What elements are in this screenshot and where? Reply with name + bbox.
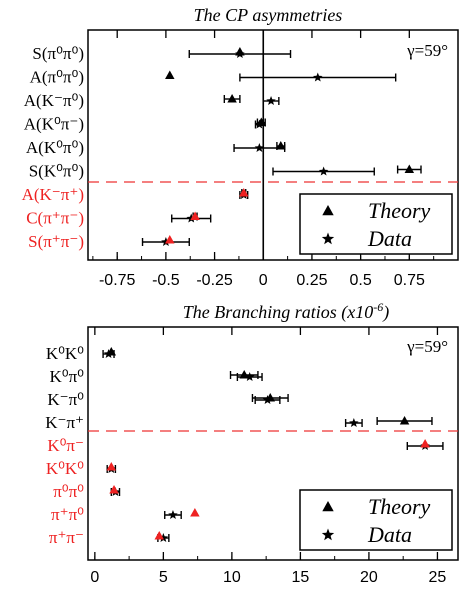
cp-asymmetries-panel: The CP asymmetries γ=59° S(π⁰π⁰) A(π⁰π⁰) A… (22, 5, 459, 289)
x-tick-label: 0 (90, 569, 99, 586)
br-title-end: ) (382, 302, 389, 323)
data-point-star (168, 510, 178, 520)
theory-point-triangle (154, 531, 165, 540)
category-label: K⁰π⁰ (50, 367, 85, 386)
x-tick-label: 20 (360, 569, 378, 586)
category-label: A(π⁰π⁰) (30, 68, 84, 87)
category-label: π⁰π⁰ (53, 482, 84, 501)
x-tick-label: 10 (223, 569, 241, 586)
branching-ratios-panel: The Branching ratios (x10-6) γ=59° K⁰K⁰K… (45, 300, 459, 586)
category-label: K⁻π⁰ (47, 390, 84, 409)
br-gamma-annotation: γ=59° (406, 337, 448, 356)
legend-theory-label: Theory (368, 494, 431, 519)
x-tick-label: -0.75 (99, 272, 136, 289)
category-label: K⁰K⁰ (46, 459, 84, 478)
theory-point-triangle (165, 235, 175, 244)
data-point-star (349, 418, 359, 428)
legend-star-shape (321, 232, 335, 245)
legend-data-marker (321, 232, 335, 245)
theory-point-triangle (404, 164, 415, 173)
br-title-main: The Branching ratios (x10 (183, 302, 374, 323)
category-label: π⁺π⁰ (51, 505, 84, 524)
category-label: C(π⁺π⁻) (26, 209, 84, 228)
theory-point-triangle (265, 393, 276, 402)
theory-point-triangle (399, 416, 410, 425)
legend-theory-label: Theory (368, 198, 431, 223)
theory-point-triangle (235, 47, 245, 56)
x-tick-label: 25 (429, 569, 447, 586)
x-tick-label: 0.5 (350, 272, 372, 289)
theory-point-triangle (106, 347, 117, 356)
legend-triangle-shape (322, 205, 334, 216)
theory-point-triangle (239, 188, 249, 197)
data-point-star (318, 166, 329, 176)
category-label: π⁺π⁻ (49, 528, 84, 547)
theory-point-triangle (256, 117, 267, 126)
x-tick-label: 0.25 (296, 272, 327, 289)
cp-gamma-annotation: γ=59° (406, 41, 448, 60)
cp-data-marks (88, 30, 458, 260)
legend-star-shape (321, 528, 335, 541)
theory-point-triangle (276, 141, 286, 150)
category-label: K⁻π⁺ (45, 413, 84, 432)
category-label: S(K⁰π⁰) (29, 162, 84, 181)
br-frame (87, 326, 459, 561)
br-legend: Theory Data (299, 489, 453, 551)
category-label: S(π⁺π⁻) (28, 232, 84, 251)
category-label: A(K⁰π⁰) (26, 138, 84, 157)
category-label: K⁰K⁰ (46, 344, 84, 363)
x-tick-label: 0.75 (394, 272, 425, 289)
x-tick-label: -0.5 (152, 272, 180, 289)
br-title-exponent: -6 (373, 300, 383, 314)
theory-point-triangle (239, 370, 249, 379)
legend-theory-marker (322, 205, 334, 216)
theory-point-triangle (190, 211, 200, 220)
legend-theory-marker (322, 501, 334, 512)
x-tick-label: 0 (259, 272, 268, 289)
br-title: The Branching ratios (x10-6) (183, 300, 390, 323)
category-label: A(K⁰π⁻) (24, 115, 84, 134)
data-point-star (244, 372, 255, 382)
legend-data-label: Data (367, 522, 412, 547)
theory-point-triangle (420, 439, 430, 448)
br-category-labels: K⁰K⁰ K⁰π⁰ K⁻π⁰ K⁻π⁺ K⁰π⁻ K⁰K⁰ π⁰π⁰ π⁺π⁰ π⁺π⁻ (45, 344, 84, 547)
theory-point-triangle (109, 485, 119, 494)
data-point-star (161, 237, 171, 247)
category-label: A(K⁻π⁰) (24, 91, 84, 110)
theory-point-triangle (106, 462, 117, 471)
x-tick-label: 15 (292, 569, 310, 586)
legend-triangle-shape (322, 501, 334, 512)
data-point-star (186, 213, 196, 223)
category-label: S(π⁰π⁰) (32, 44, 84, 63)
data-point-star (158, 533, 169, 543)
br-x-axis: 0 5 10 15 20 25 (90, 327, 446, 586)
theory-point-triangle (190, 508, 200, 517)
cp-title: The CP asymmetries (194, 5, 343, 25)
cp-frame (87, 29, 459, 261)
theory-point-triangle (165, 70, 175, 79)
cp-category-labels: S(π⁰π⁰) A(π⁰π⁰) A(K⁻π⁰) A(K⁰π⁻) A(K⁰π⁰) S(K⁰π… (22, 44, 84, 251)
br-data-marks (88, 347, 458, 543)
category-label: K⁰π⁻ (47, 436, 84, 455)
x-tick-label: 5 (159, 569, 168, 586)
legend-data-label: Data (367, 226, 412, 251)
x-tick-label: -0.25 (196, 272, 233, 289)
br-legend-box (299, 489, 453, 551)
data-point-star (254, 143, 265, 153)
theory-point-triangle (227, 94, 237, 103)
legend-data-marker (321, 528, 335, 541)
data-point-star (266, 96, 276, 106)
category-label: A(K⁻π⁺) (22, 185, 84, 204)
cp-legend-box (299, 193, 453, 255)
cp-legend: Theory Data (299, 193, 453, 255)
data-point-star (313, 72, 323, 82)
